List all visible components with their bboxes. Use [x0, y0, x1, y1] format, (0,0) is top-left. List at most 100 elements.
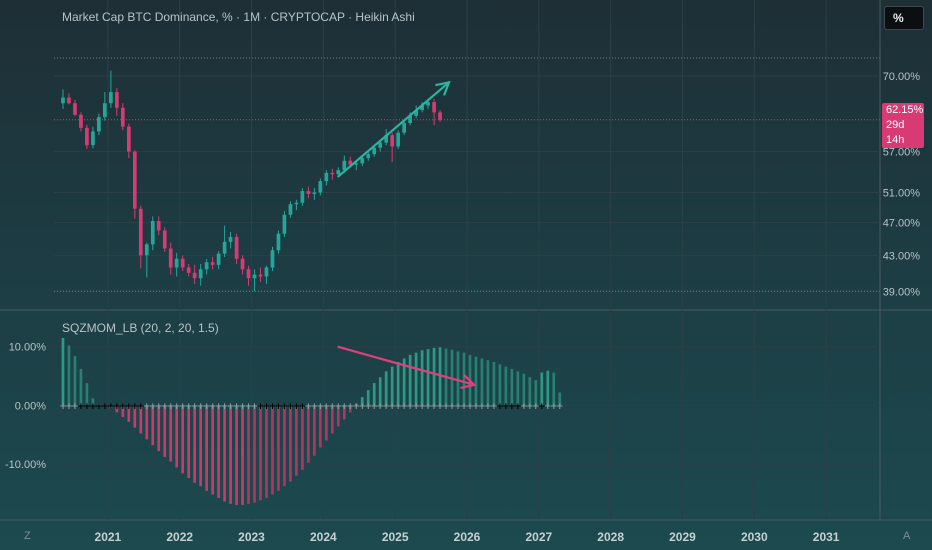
momentum-bar: [127, 405, 131, 422]
candle-body: [258, 274, 263, 277]
momentum-bar: [390, 366, 394, 406]
momentum-bar: [498, 364, 502, 406]
candle-body: [390, 135, 395, 147]
candle-body: [378, 142, 383, 148]
squeeze-dot: +: [107, 402, 115, 412]
squeeze-dot: +: [305, 402, 313, 412]
candle-body: [336, 170, 341, 175]
momentum-bar: [283, 405, 286, 487]
candle-body: [264, 267, 269, 277]
momentum-bar: [235, 405, 238, 505]
squeeze-dot: +: [149, 402, 157, 412]
momentum-bar: [115, 405, 119, 413]
squeeze-dot: +: [460, 402, 468, 412]
candle-body: [318, 181, 323, 193]
momentum-bar: [199, 405, 202, 487]
candle-body: [372, 147, 377, 155]
squeeze-dot: +: [245, 402, 253, 412]
momentum-bar: [426, 349, 430, 406]
squeeze-dot: +: [496, 402, 504, 412]
momentum-bar: [139, 405, 143, 434]
squeeze-dot: +: [364, 402, 372, 412]
candle-body: [216, 253, 221, 265]
squeeze-dot: +: [317, 402, 325, 412]
timezone-button[interactable]: Z: [24, 530, 31, 542]
candle-body: [276, 233, 281, 251]
squeeze-dot: +: [113, 402, 121, 412]
squeeze-dot: +: [125, 402, 133, 412]
squeeze-dot: +: [281, 402, 289, 412]
candle-body: [312, 192, 317, 194]
candle-body: [402, 123, 407, 133]
candle-body: [222, 241, 227, 254]
x-tick-label: 2021: [95, 530, 122, 544]
candle-body: [192, 272, 197, 279]
candle-body: [126, 126, 131, 152]
squeeze-dot: +: [233, 402, 241, 412]
momentum-bar: [552, 372, 556, 406]
y-tick-label: 70.00%: [883, 71, 921, 83]
squeeze-dot: +: [538, 402, 546, 412]
candle-body: [414, 110, 418, 116]
momentum-bar: [510, 369, 514, 406]
squeeze-dot: +: [185, 402, 193, 412]
squeeze-dot: +: [77, 402, 85, 412]
percent-scale-button[interactable]: %: [884, 6, 924, 30]
candle-body: [366, 154, 371, 159]
squeeze-dot: +: [263, 402, 271, 412]
squeeze-dot: +: [119, 402, 127, 412]
squeeze-dot: +: [299, 402, 307, 412]
candle-body: [408, 115, 412, 124]
squeeze-dot: +: [311, 402, 319, 412]
squeeze-dot: +: [424, 402, 432, 412]
squeeze-dot: +: [323, 402, 331, 412]
momentum-bar: [480, 358, 484, 406]
momentum-arrow: [337, 345, 475, 386]
momentum-bar: [181, 405, 185, 474]
momentum-bar: [223, 405, 226, 502]
momentum-bar: [205, 405, 208, 491]
momentum-bar: [85, 383, 89, 406]
candle-body: [282, 214, 287, 234]
momentum-bar: [384, 371, 388, 406]
momentum-bar: [546, 370, 550, 406]
momentum-bar: [504, 366, 508, 406]
x-tick-label: 2022: [166, 530, 193, 544]
momentum-bar: [247, 405, 250, 504]
squeeze-dot: +: [376, 402, 384, 412]
last-price-value: 62.15%: [886, 104, 924, 116]
squeeze-dot: +: [556, 402, 564, 412]
squeeze-dot: +: [436, 402, 444, 412]
squeeze-dot: +: [269, 402, 277, 412]
momentum-bar: [558, 392, 562, 406]
auto-scale-button[interactable]: A: [903, 530, 911, 542]
momentum-bar: [318, 405, 322, 448]
candle-body: [138, 208, 143, 256]
candle-body: [396, 132, 401, 147]
momentum-bar: [336, 405, 340, 427]
squeeze-dot: +: [478, 402, 486, 412]
squeeze-dot: +: [161, 402, 169, 412]
momentum-bar: [342, 405, 346, 420]
momentum-bar: [253, 405, 256, 503]
momentum-bar: [420, 350, 424, 406]
squeeze-dot: +: [448, 402, 456, 412]
candle-body: [114, 92, 119, 108]
candle-body: [67, 97, 71, 104]
squeeze-dot: +: [454, 402, 462, 412]
momentum-bar: [79, 369, 83, 406]
momentum-bar: [289, 405, 292, 482]
squeeze-dot: +: [173, 402, 181, 412]
squeeze-dot: +: [490, 402, 498, 412]
momentum-bar: [97, 403, 101, 406]
momentum-bar: [396, 361, 400, 406]
squeeze-dot: +: [155, 402, 163, 412]
candle-body: [61, 97, 65, 104]
momentum-bar: [414, 352, 418, 406]
indicator-title: SQZMOM_LB (20, 2, 20, 1.5): [62, 321, 219, 335]
momentum-bar: [67, 345, 71, 406]
momentum-bar: [366, 390, 370, 406]
squeeze-dot: +: [508, 402, 516, 412]
candle-body: [324, 172, 329, 182]
